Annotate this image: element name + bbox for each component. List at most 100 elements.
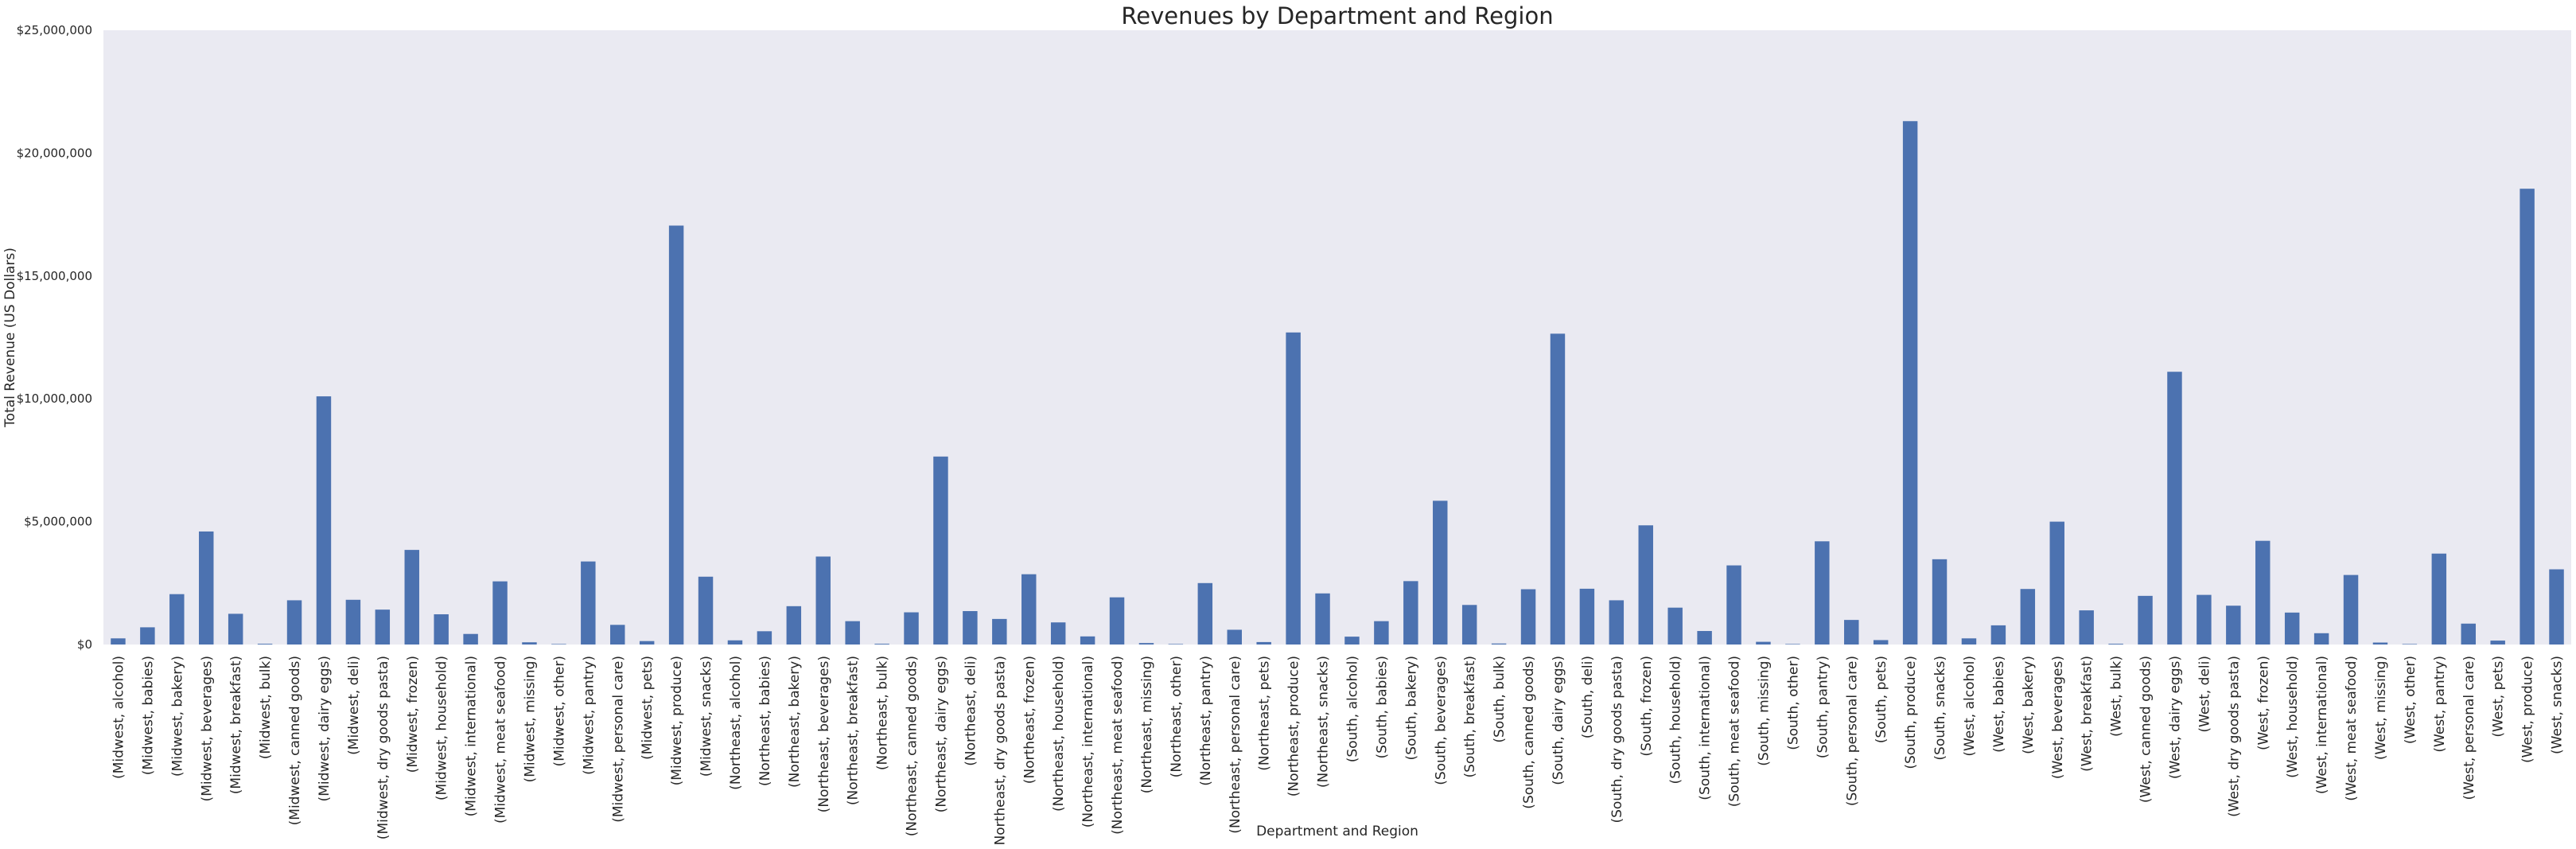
- x-tick-label: (West, babies): [1991, 656, 2007, 753]
- x-tick-label: (Northeast, international): [1080, 656, 1096, 828]
- x-axis-label: Department and Region: [1256, 824, 1418, 839]
- bar: [463, 633, 478, 645]
- x-tick-label: (South, household): [1668, 656, 1684, 784]
- x-tick-label: (South, bakery): [1403, 656, 1419, 760]
- bar: [1021, 574, 1037, 645]
- x-tick-label: (West, dry goods pasta): [2226, 656, 2242, 817]
- y-tick-labels: $0 $5,000,000 $10,000,000 $15,000,000 $20,00…: [17, 23, 92, 652]
- x-tick-label: (South, bulk): [1492, 656, 1508, 743]
- bar: [169, 594, 185, 645]
- x-tick-label: (South, produce): [1903, 656, 1919, 769]
- bar: [1403, 581, 1418, 645]
- x-tick-label: (Midwest, breakfast): [228, 656, 244, 794]
- x-tick-label: (West, personal care): [2461, 656, 2477, 800]
- x-tick-label: (South, frozen): [1639, 656, 1655, 757]
- bar: [2108, 644, 2123, 645]
- x-tick-label: (West, bakery): [2021, 656, 2037, 754]
- bar: [1168, 644, 1184, 645]
- bar: [492, 581, 508, 645]
- bar: [2255, 540, 2271, 645]
- x-tick-label: (Midwest, bakery): [169, 656, 185, 777]
- bar: [933, 456, 948, 645]
- y-tick-label: $0: [77, 637, 92, 652]
- y-axis-label: Total Revenue (US Dollars): [2, 247, 18, 428]
- bar: [316, 396, 332, 645]
- bar: [1550, 333, 1566, 645]
- x-tick-labels: (Midwest, alcohol) (Midwest, babies) (Midw…: [111, 656, 2566, 849]
- bar: [1756, 641, 1771, 645]
- y-tick-label: $5,000,000: [24, 515, 92, 529]
- x-tick-label: (Midwest, dry goods pasta): [376, 656, 391, 839]
- x-tick-label: (South, snacks): [1932, 656, 1948, 761]
- x-tick-label: (Midwest, pets): [640, 656, 656, 760]
- bar: [228, 613, 243, 645]
- bar: [1138, 643, 1154, 645]
- bar: [1227, 629, 1242, 645]
- x-tick-label: (Northeast, babies): [757, 656, 773, 786]
- x-tick-label: (West, snacks): [2550, 656, 2566, 754]
- bar: [610, 625, 625, 645]
- x-tick-label: (Northeast, meat seafood): [1110, 656, 1126, 835]
- bar: [1873, 640, 1889, 645]
- x-tick-label: (Midwest, personal care): [610, 656, 626, 823]
- x-tick-label: (Northeast, personal care): [1228, 656, 1243, 834]
- bar: [904, 612, 919, 645]
- bar: [2167, 372, 2182, 645]
- x-tick-label: (Midwest, produce): [669, 656, 685, 785]
- x-tick-label: (Northeast, breakfast): [846, 656, 862, 805]
- x-tick-label: (Midwest, other): [551, 656, 567, 766]
- bar: [727, 640, 743, 645]
- bar: [1080, 636, 1095, 645]
- bar: [1961, 638, 1977, 645]
- bar: [1374, 621, 1389, 645]
- x-tick-label: (West, beverages): [2050, 656, 2066, 779]
- x-tick-label: (South, missing): [1756, 656, 1772, 766]
- bar: [1579, 588, 1595, 645]
- bar: [2079, 610, 2094, 645]
- bar: [2490, 641, 2505, 645]
- x-tick-label: (Northeast, other): [1169, 656, 1185, 777]
- y-tick-label: $25,000,000: [17, 23, 92, 37]
- x-tick-label: (Midwest, bulk): [258, 656, 274, 759]
- bar: [1315, 593, 1330, 645]
- y-tick-label: $20,000,000: [17, 146, 92, 160]
- x-tick-label: (Northeast, missing): [1139, 656, 1155, 793]
- x-tick-label: (South, breakfast): [1462, 656, 1478, 778]
- x-tick-label: (Midwest, dairy eggs): [317, 656, 333, 801]
- x-tick-label: (Northeast, produce): [1286, 656, 1302, 796]
- bar: [345, 599, 361, 645]
- bar: [2372, 642, 2388, 645]
- x-tick-label: (Northeast, canned goods): [905, 656, 920, 836]
- x-tick-label: (West, canned goods): [2138, 656, 2154, 803]
- bar: [757, 631, 772, 645]
- x-tick-label: (West, frozen): [2255, 656, 2271, 750]
- bar: [581, 561, 596, 645]
- bar: [1609, 600, 1625, 645]
- x-tick-label: (Northeast, snacks): [1316, 656, 1332, 788]
- bar: [2138, 595, 2153, 645]
- x-tick-label: (West, pets): [2491, 656, 2507, 738]
- x-tick-label: (South, babies): [1374, 656, 1390, 759]
- bar: [257, 644, 273, 645]
- bar: [1638, 525, 1653, 645]
- bar: [2197, 594, 2212, 645]
- bar: [2020, 589, 2036, 645]
- bar: [2402, 644, 2418, 645]
- x-tick-label: (West, alcohol): [1962, 656, 1978, 757]
- x-tick-label: (Midwest, missing): [522, 656, 538, 782]
- bar: [1197, 582, 1213, 645]
- x-tick-label: (South, other): [1785, 656, 1801, 750]
- bar: [1433, 500, 1448, 645]
- bar: [2520, 189, 2535, 645]
- x-tick-label: (Midwest, international): [464, 656, 480, 816]
- x-tick-label: (West, international): [2314, 656, 2330, 794]
- bar: [2549, 569, 2564, 645]
- bar: [2431, 553, 2447, 645]
- bar: [551, 644, 566, 645]
- x-tick-label: (West, missing): [2373, 656, 2389, 760]
- x-tick-label: (West, breakfast): [2080, 656, 2095, 772]
- y-tick-label: $15,000,000: [17, 269, 92, 283]
- x-tick-label: (Northeast, alcohol): [728, 656, 744, 790]
